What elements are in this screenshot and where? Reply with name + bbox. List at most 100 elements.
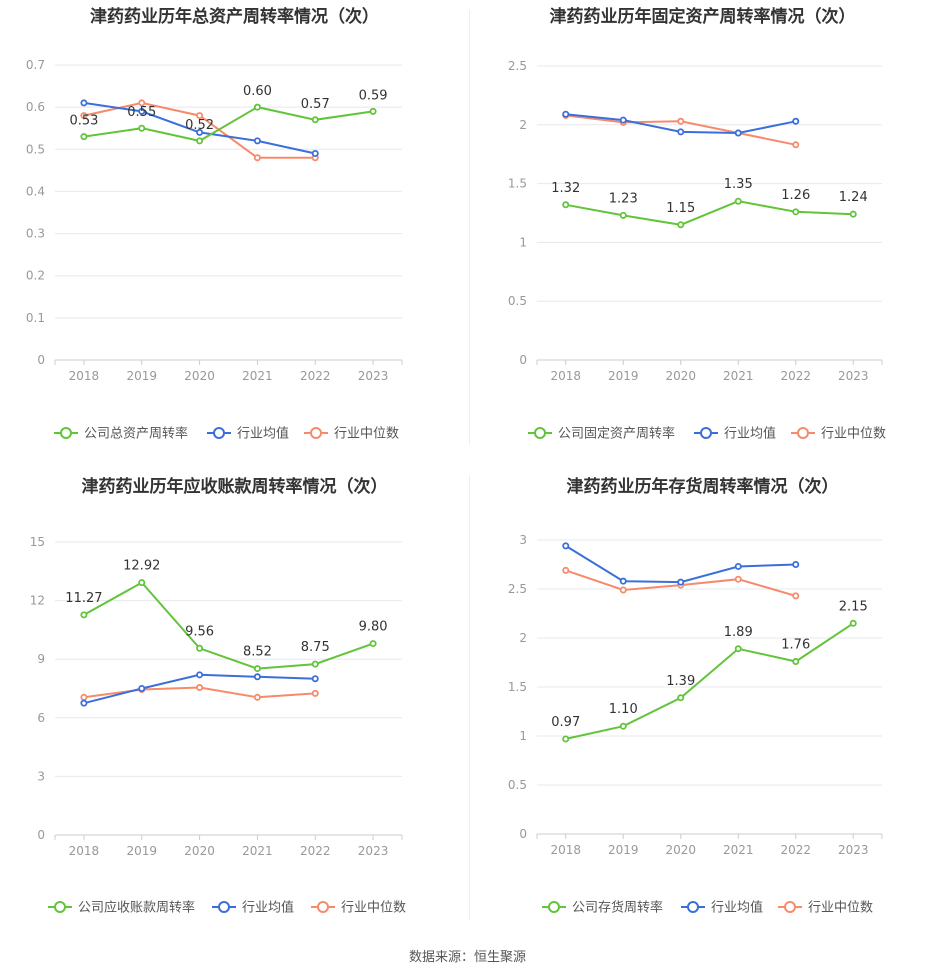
data-point-avg — [677, 128, 685, 136]
data-point-avg — [792, 561, 800, 569]
data-label: 8.52 — [243, 645, 272, 660]
data-point-company — [253, 665, 261, 673]
legend-marker — [317, 901, 329, 913]
y-tick-label: 0.5 — [508, 778, 527, 792]
data-point-median — [792, 592, 800, 600]
x-tick-label: 2022 — [300, 369, 331, 383]
x-tick-label: 2019 — [608, 843, 639, 857]
legend-item-company[interactable]: 公司固定资产周转率 — [528, 426, 675, 442]
legend-label: 公司固定资产周转率 — [558, 426, 675, 442]
data-point-median — [792, 141, 800, 149]
chart-title: 津药药业历年存货周转率情况（次） — [567, 476, 839, 497]
chart-svg: 津药药业历年存货周转率情况（次） 0 0.5 1 1.5 2 2.5 3 2018 2019 202… — [508, 476, 883, 916]
data-point-avg — [80, 99, 88, 107]
data-label: 9.80 — [359, 620, 388, 635]
legend-marker — [534, 427, 546, 439]
legend-item-avg[interactable]: 行业均值 — [212, 900, 294, 916]
data-point-avg — [562, 542, 570, 550]
legend-item-company[interactable]: 公司应收账款周转率 — [48, 900, 195, 916]
data-point-company — [677, 694, 685, 702]
data-point-avg — [253, 137, 261, 145]
data-point-company — [196, 644, 204, 652]
legend-item-median[interactable]: 行业中位数 — [778, 901, 873, 916]
data-label: 11.27 — [65, 591, 102, 606]
data-point-company — [792, 208, 800, 216]
series-line-company — [83, 581, 374, 670]
y-tick-label: 6 — [37, 711, 45, 725]
y-tick-label: 3 — [519, 533, 527, 547]
x-tick-label: 2021 — [242, 369, 273, 383]
y-tick-label: 0.3 — [26, 227, 45, 241]
legend-item-avg[interactable]: 行业均值 — [207, 426, 289, 442]
data-point-company — [849, 210, 857, 218]
data-point-median — [619, 586, 627, 594]
data-point-company — [253, 103, 261, 111]
data-label: 1.23 — [609, 191, 638, 206]
data-label: 0.60 — [243, 84, 272, 99]
y-tick-label: 12 — [30, 594, 45, 608]
series-line-company — [83, 106, 374, 142]
chart-panel-total-asset-turnover: 津药药业历年总资产周转率情况（次） 0 0.1 0.2 0.3 0.4 0.5 0.6 0.7 2… — [0, 0, 469, 460]
legend-label: 行业均值 — [711, 900, 763, 916]
x-tick-label: 2022 — [780, 843, 811, 857]
chart-svg: 津药药业历年总资产周转率情况（次） 0 0.1 0.2 0.3 0.4 0.5 0.6 0.7 2… — [26, 6, 403, 442]
legend-item-median[interactable]: 行业中位数 — [791, 427, 886, 442]
data-point-avg — [196, 671, 204, 679]
x-tick-label: 2021 — [242, 844, 273, 858]
data-point-median — [562, 566, 570, 574]
x-tick-label: 2021 — [723, 843, 754, 857]
data-point-company — [138, 579, 146, 587]
data-point-company — [792, 658, 800, 666]
data-point-company — [138, 124, 146, 132]
legend-label: 行业均值 — [242, 900, 294, 916]
legend-item-company[interactable]: 公司存货周转率 — [542, 900, 663, 916]
legend-label: 行业中位数 — [334, 427, 399, 442]
data-point-median — [677, 117, 685, 125]
chart-svg: 津药药业历年应收账款周转率情况（次） 0 3 6 9 12 15 2018 2019 2020 20… — [30, 476, 406, 916]
legend-marker — [797, 427, 809, 439]
legend-item-company[interactable]: 公司总资产周转率 — [54, 426, 188, 442]
data-point-median — [253, 693, 261, 701]
chart-panel-inventory-turnover: 津药药业历年存货周转率情况（次） 0 0.5 1 1.5 2 2.5 3 2018 2019 202… — [470, 470, 935, 940]
data-point-median — [196, 684, 204, 692]
x-tick-label: 2022 — [300, 844, 331, 858]
data-label: 1.24 — [839, 190, 868, 205]
data-point-company — [734, 197, 742, 205]
legend-label: 行业均值 — [237, 426, 289, 442]
legend-item-median[interactable]: 行业中位数 — [304, 427, 399, 442]
data-point-company — [562, 735, 570, 743]
data-label: 0.97 — [551, 715, 580, 730]
legend-item-avg[interactable]: 行业均值 — [694, 426, 776, 442]
y-tick-label: 2 — [519, 631, 527, 645]
data-point-avg — [311, 675, 319, 683]
data-point-company — [369, 107, 377, 115]
y-tick-label: 0.5 — [26, 142, 45, 156]
y-tick-label: 2.5 — [508, 582, 527, 596]
y-tick-label: 0 — [519, 353, 527, 367]
data-point-avg — [196, 128, 204, 136]
data-label: 0.55 — [127, 105, 156, 120]
data-point-avg — [677, 578, 685, 586]
y-tick-label: 1.5 — [508, 680, 527, 694]
legend-label: 行业中位数 — [821, 427, 886, 442]
data-point-median — [311, 689, 319, 697]
x-tick-label: 2023 — [358, 844, 389, 858]
legend-item-avg[interactable]: 行业均值 — [681, 900, 763, 916]
data-point-median — [734, 575, 742, 583]
y-tick-label: 0 — [37, 828, 45, 842]
x-tick-label: 2018 — [550, 843, 581, 857]
legend-marker — [218, 901, 230, 913]
legend-label: 行业中位数 — [808, 901, 873, 916]
y-tick-label: 2 — [519, 118, 527, 132]
legend-label: 公司应收账款周转率 — [78, 900, 195, 916]
x-tick-label: 2020 — [665, 843, 696, 857]
chart-title: 津药药业历年固定资产周转率情况（次） — [550, 6, 856, 27]
data-point-avg — [138, 684, 146, 692]
data-label: 2.15 — [839, 599, 868, 614]
x-tick-label: 2019 — [126, 369, 157, 383]
y-tick-label: 0 — [37, 353, 45, 367]
legend-item-median[interactable]: 行业中位数 — [311, 901, 406, 916]
legend-label: 公司总资产周转率 — [84, 426, 188, 442]
data-point-avg — [80, 699, 88, 707]
legend-marker — [54, 901, 66, 913]
